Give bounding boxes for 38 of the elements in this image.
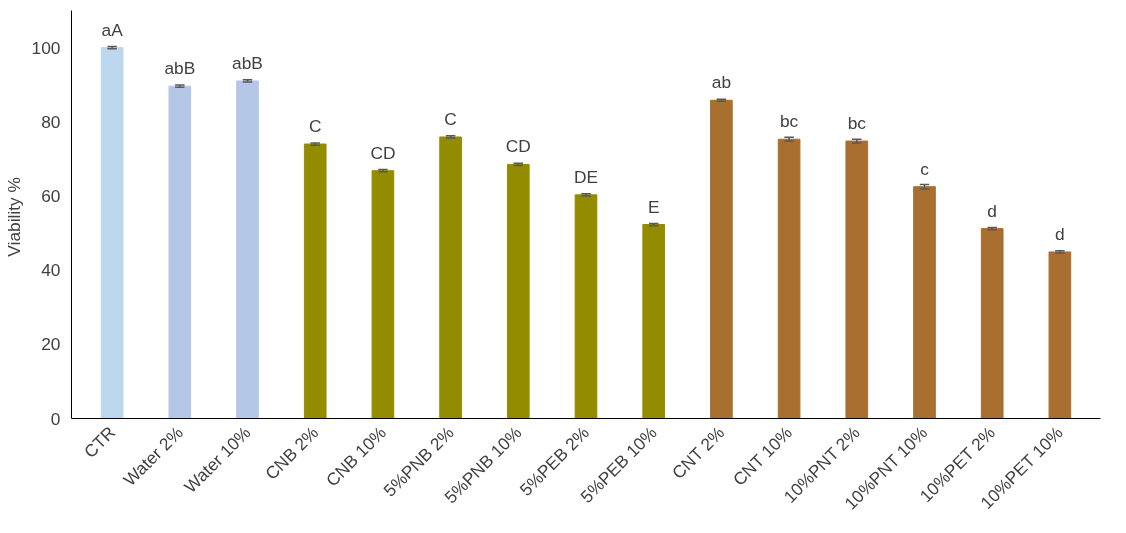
x-tick-label: CNB 2% — [261, 422, 323, 484]
bar — [168, 85, 192, 419]
y-tick-label: 40 — [41, 260, 61, 281]
bar — [777, 138, 801, 419]
bar — [710, 99, 733, 419]
bar — [1048, 251, 1072, 419]
annotation: c — [920, 158, 930, 179]
annotation: CD — [370, 142, 396, 163]
bar — [642, 224, 666, 419]
bar — [913, 186, 936, 419]
annotation: bc — [847, 113, 867, 134]
bar — [845, 140, 869, 419]
annotation: ab — [711, 72, 732, 93]
y-tick-label: 20 — [41, 334, 61, 355]
y-tick-label: 60 — [41, 185, 61, 206]
bar — [439, 136, 462, 419]
bar — [100, 47, 124, 419]
annotation: aA — [101, 19, 124, 40]
annotation: C — [308, 116, 322, 137]
y-tick-label: 0 — [50, 408, 61, 429]
y-tick-label: 80 — [41, 111, 61, 132]
annotation: DE — [573, 166, 599, 187]
bar — [574, 194, 598, 419]
bar — [371, 170, 395, 419]
annotation: d — [987, 200, 998, 221]
y-axis-title: Viability % — [3, 177, 24, 257]
bar — [303, 143, 327, 419]
annotation: C — [444, 108, 457, 129]
y-tick-label: 100 — [31, 37, 61, 58]
annotation: CD — [505, 136, 531, 157]
annotation: abB — [164, 58, 196, 79]
bar — [236, 80, 259, 419]
annotation: E — [647, 196, 660, 217]
bar — [980, 228, 1004, 419]
annotation: d — [1055, 223, 1065, 244]
annotation: abB — [232, 52, 263, 73]
bar — [506, 163, 530, 419]
annotation: bc — [779, 111, 799, 132]
